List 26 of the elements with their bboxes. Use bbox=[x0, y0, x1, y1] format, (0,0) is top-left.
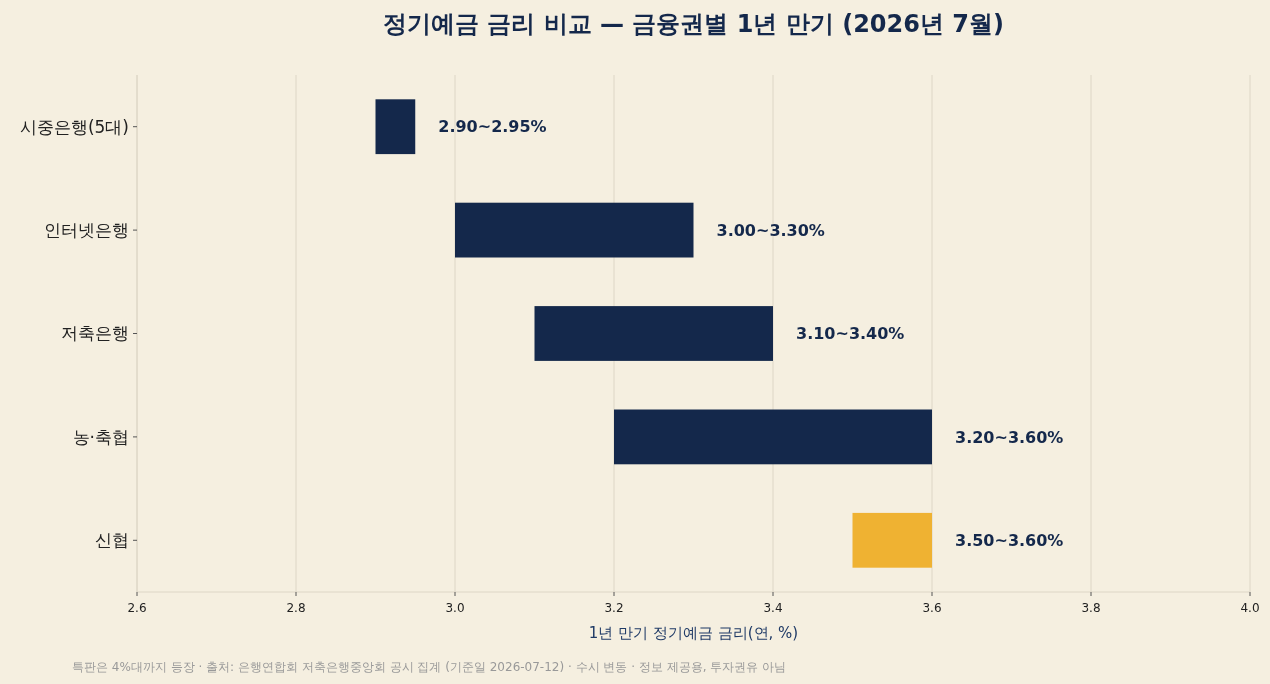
x-tick-label: 3.0 bbox=[445, 601, 465, 615]
x-tick-label: 2.6 bbox=[127, 601, 147, 615]
x-tick-label: 4.0 bbox=[1240, 601, 1260, 615]
annotation: 2.90~2.95% bbox=[438, 117, 547, 137]
y-tick-label: 시중은행(5대) bbox=[19, 116, 129, 137]
y-tick-label: 저축은행 bbox=[61, 323, 129, 344]
annotation: 3.50~3.60% bbox=[955, 530, 1064, 550]
bar bbox=[852, 512, 932, 568]
x-tick-label: 3.6 bbox=[922, 601, 942, 615]
y-tick-label: 신협 bbox=[95, 530, 129, 551]
y-tick-label: 농·축협 bbox=[72, 426, 129, 447]
y-tick-label: 인터넷은행 bbox=[44, 220, 129, 241]
x-tick-label: 3.2 bbox=[604, 601, 624, 615]
chart-title: 정기예금 금리 비교 — 금융권별 1년 만기 (2026년 7월) bbox=[383, 10, 1004, 38]
x-tick-label: 3.4 bbox=[763, 601, 783, 615]
bar bbox=[614, 409, 932, 465]
text: 특판은 4%대까지 등장 · 출처: 은행연합회 저축은행중앙회 공시 집계 (기준일 2026-07-12) · 수시 변동 · 정보 제공용, 투자권유 아님 bbox=[72, 660, 787, 674]
bar bbox=[455, 202, 694, 258]
annotation: 3.20~3.60% bbox=[955, 427, 1064, 447]
annotation: 3.10~3.40% bbox=[796, 324, 905, 344]
x-axis-title: 1년 만기 정기예금 금리(연, %) bbox=[588, 624, 799, 642]
bar bbox=[534, 306, 773, 361]
x-tick-label: 2.8 bbox=[286, 601, 306, 615]
annotation: 3.00~3.30% bbox=[716, 220, 825, 240]
bar bbox=[375, 99, 416, 155]
x-tick-label: 3.8 bbox=[1081, 601, 1101, 615]
